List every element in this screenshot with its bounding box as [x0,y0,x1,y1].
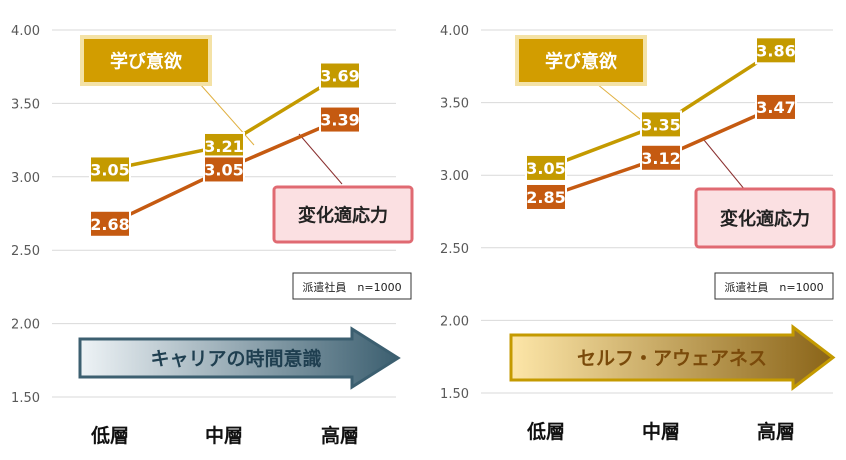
gridlines: 4.00 3.50 3.00 2.50 2.00 1.50 [440,24,833,402]
data-point: 3.05 [203,155,245,184]
data-label-box [525,182,567,211]
y-tick-label: 4.00 [11,24,40,39]
x-category-label: 高層 [321,424,359,447]
data-label-box [755,36,797,65]
data-point: 3.39 [319,105,361,134]
data-label: 3.35 [641,115,680,134]
data-label: 3.12 [641,149,680,168]
data-point: 2.85 [525,182,567,211]
data-point: 3.21 [203,131,245,160]
legend-adapt-label: 変化適応力 [298,205,388,227]
chart-career-time-awareness: 4.00 3.50 3.00 2.50 2.00 1.50 低層 中層 高層 キャリアの時間意識 派… [11,24,414,447]
legend-adapt-box [694,187,836,249]
chart-self-awareness: 4.00 3.50 3.00 2.50 2.00 1.50 低層 中層 高層 セルフ・アウェアネス… [423,0,846,460]
y-tick-label: 2.50 [440,242,469,257]
x-category-label: 高層 [757,420,795,443]
x-category-label: 中層 [205,424,243,447]
axis-arrow [78,326,401,390]
adapt-leader-line [703,139,746,191]
data-label: 3.69 [320,67,359,86]
data-label-box [203,131,245,160]
data-label-box [319,61,361,90]
legend-adapt-box [272,185,414,244]
data-label: 3.05 [90,160,129,179]
y-tick-label: 3.00 [11,171,40,186]
chart-svg: 4.00 3.50 3.00 2.50 2.00 1.50 低層 中層 高層 セルフ・アウェアネス… [440,24,836,443]
data-label-box [89,155,131,184]
legend-adapt-label: 変化適応力 [720,208,810,230]
y-tick-label: 1.50 [11,391,40,406]
data-label-box [640,143,682,172]
data-point: 3.69 [319,61,361,90]
data-label: 3.47 [756,98,795,117]
data-point: 3.05 [89,155,131,184]
data-label: 3.86 [756,41,795,60]
data-point: 3.86 [755,36,797,65]
sample-note: 派遣社員 n=1000 [724,280,823,294]
data-point: 3.05 [525,153,567,182]
axis-arrow [509,323,836,392]
legend-learning-label: 学び意欲 [545,51,617,73]
y-tick-label: 3.50 [11,97,40,112]
legend-learning-label: 学び意欲 [110,51,182,73]
sample-note-box [714,272,834,300]
sample-note-box [292,272,412,300]
data-label-box [525,153,567,182]
sample-note: 派遣社員 n=1000 [302,280,401,294]
y-tick-label: 2.00 [440,314,469,329]
data-label: 3.05 [204,160,243,179]
data-label: 2.68 [90,215,129,234]
data-label: 3.21 [204,137,243,156]
legend-learning-box [80,35,212,86]
data-label-box [640,110,682,139]
x-category-label: 中層 [642,420,680,443]
y-tick-label: 1.50 [440,387,469,402]
data-label-box [89,209,131,238]
adapt-leader-line [298,133,343,185]
legend-learning-box [515,35,647,86]
data-point: 3.47 [755,92,797,121]
data-label-box [755,92,797,121]
data-label-box [203,155,245,184]
y-tick-label: 4.00 [440,24,469,39]
arrow-label: キャリアの時間意識 [150,347,321,370]
y-tick-label: 2.00 [11,318,40,333]
y-tick-label: 3.50 [440,97,469,112]
x-category-label: 低層 [90,424,129,447]
chart-svg: 4.00 3.50 3.00 2.50 2.00 1.50 低層 中層 高層 キャリアの時間意識 派… [11,24,414,447]
arrow-label: セルフ・アウェアネス [577,348,767,370]
data-label: 2.85 [526,188,565,207]
data-point: 3.12 [640,143,682,172]
data-label-box [319,105,361,134]
data-label: 3.39 [320,111,359,130]
y-tick-label: 3.00 [440,169,469,184]
x-category-label: 低層 [526,420,565,443]
data-label: 3.05 [526,159,565,178]
data-point: 2.68 [89,209,131,238]
data-point: 3.35 [640,110,682,139]
y-tick-label: 2.50 [11,244,40,259]
